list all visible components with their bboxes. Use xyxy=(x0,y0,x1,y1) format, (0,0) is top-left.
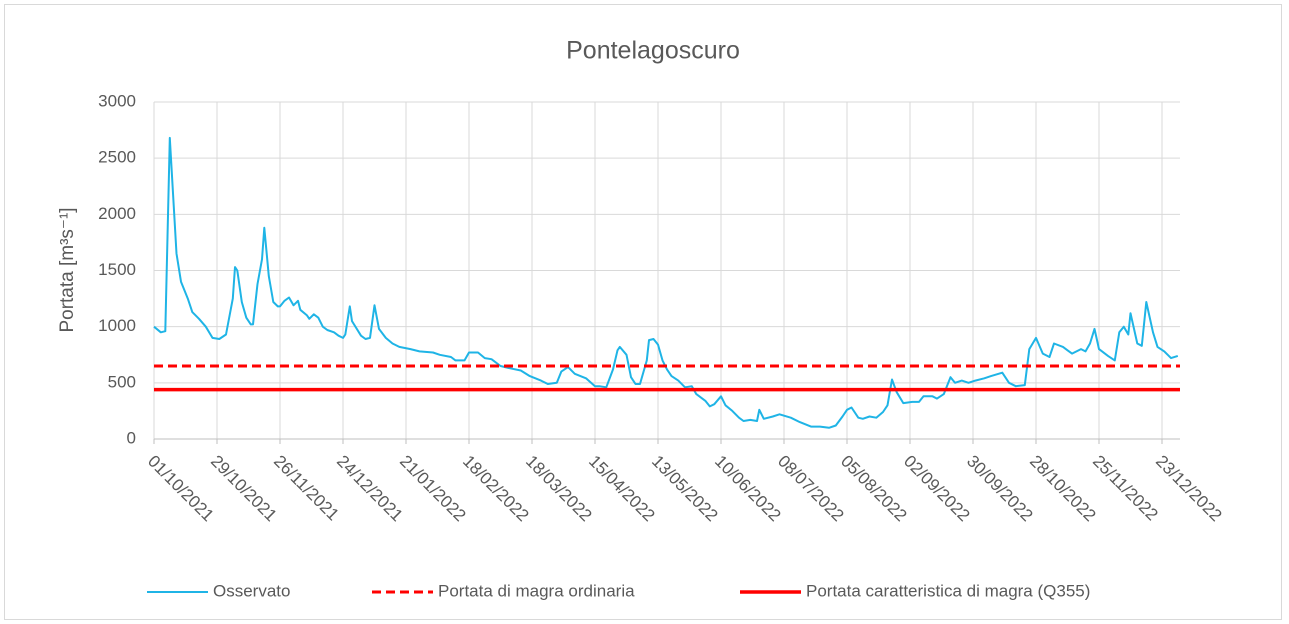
y-tick-label: 1000 xyxy=(98,316,136,335)
y-tick-label: 2500 xyxy=(98,148,136,167)
y-axis-label: Portata [m³s⁻¹] xyxy=(57,207,78,332)
y-tick-label: 0 xyxy=(127,428,136,447)
y-tick-label: 3000 xyxy=(98,91,136,110)
y-tick-label: 2000 xyxy=(98,204,136,223)
chart-border xyxy=(4,4,1282,620)
y-tick-label: 1500 xyxy=(98,260,136,279)
legend-label: Osservato xyxy=(213,581,290,600)
legend-label: Portata caratteristica di magra (Q355) xyxy=(806,581,1090,600)
chart-title: Pontelagoscuro xyxy=(566,37,740,65)
legend-label: Portata di magra ordinaria xyxy=(438,581,635,600)
y-tick-label: 500 xyxy=(108,372,136,391)
data-line xyxy=(153,136,1179,429)
